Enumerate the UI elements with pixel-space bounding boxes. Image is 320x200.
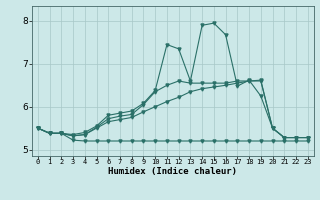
X-axis label: Humidex (Indice chaleur): Humidex (Indice chaleur) <box>108 167 237 176</box>
